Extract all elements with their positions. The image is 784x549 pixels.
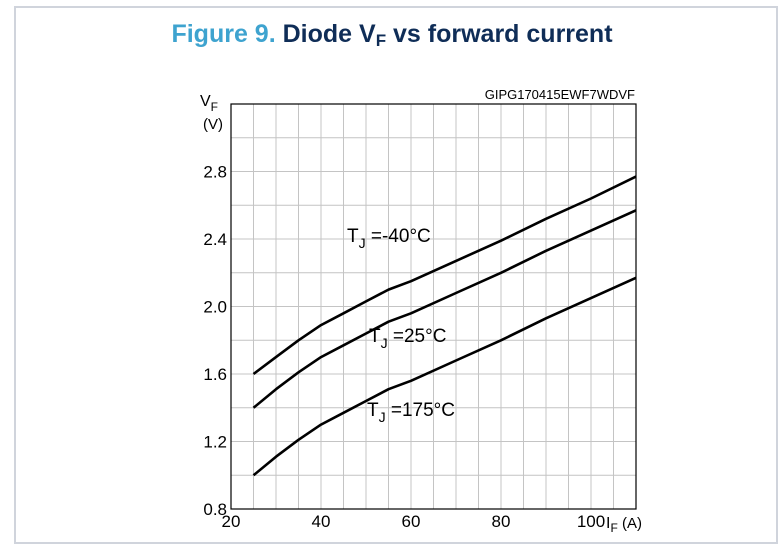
figure-frame — [14, 6, 778, 544]
x-tick-label: 100 — [577, 512, 605, 531]
x-tick-label: 60 — [402, 512, 421, 531]
y-tick-label: 2.4 — [203, 230, 227, 249]
series-line-0 — [252, 175, 637, 376]
series-line-2 — [252, 276, 637, 477]
figure-title-rest: vs forward current — [386, 20, 613, 48]
x-tick-label: 40 — [312, 512, 331, 531]
y-tick-label: 1.6 — [203, 365, 227, 384]
annotation-175: TJ =175°C — [367, 400, 455, 425]
tick-labels: 20 40 60 80 100 0.8 1.2 1.6 2.0 2.4 2.8 — [203, 163, 605, 532]
plot-border — [230, 103, 637, 510]
figure-code: GIPG170415EWF7WDVF — [485, 87, 635, 102]
figure-number: Figure 9. — [171, 20, 276, 48]
y-tick-label: 2.0 — [203, 298, 227, 317]
figure-title: Figure 9. Diode VF vs forward current — [0, 20, 784, 51]
annotation-minus40: TJ =-40°C — [347, 226, 431, 251]
annotation-25: TJ =25°C — [369, 326, 446, 351]
y-tick-label: 0.8 — [203, 500, 227, 519]
chart-grid — [231, 104, 636, 509]
y-tick-label: 2.8 — [203, 163, 227, 182]
series-line-1 — [252, 209, 637, 409]
y-tick-label: 1.2 — [203, 433, 227, 452]
figure-title-main: Diode V — [282, 20, 376, 48]
figure-title-sub: F — [375, 31, 387, 50]
y-axis-unit: (V) — [203, 116, 223, 133]
curve-annotations: TJ =-40°C TJ =25°C TJ =175°C — [347, 226, 455, 425]
series-group — [252, 175, 637, 477]
x-tick-label: 20 — [222, 512, 241, 531]
y-axis-label: VF — [200, 93, 218, 114]
x-axis-label: IF (A) — [606, 515, 642, 535]
x-tick-label: 80 — [492, 512, 511, 531]
